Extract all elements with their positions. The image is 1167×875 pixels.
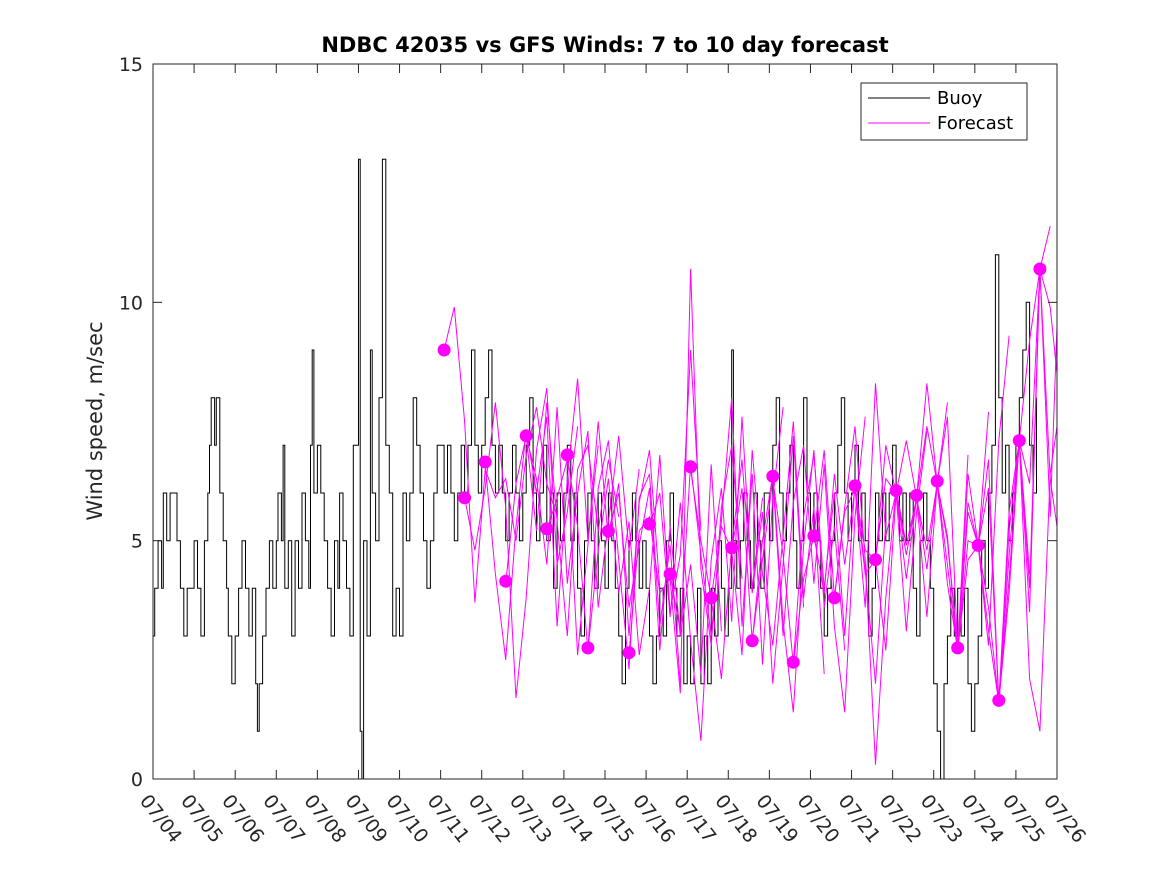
forecast-markers [437, 262, 1047, 707]
forecast-marker-22 [869, 553, 882, 567]
forecast-marker-27 [971, 538, 985, 552]
forecast-line-13 [690, 435, 805, 684]
forecast-line-20 [833, 402, 948, 617]
forecast-line-2 [464, 388, 579, 699]
forecast-series [443, 225, 1058, 765]
legend: Buoy Forecast [860, 82, 1028, 141]
forecast-line-26 [957, 268, 1058, 703]
forecast-marker-3 [478, 455, 492, 469]
forecast-marker-24 [910, 488, 924, 502]
forecast-marker-13 [684, 460, 698, 474]
forecast-marker-2 [458, 491, 472, 505]
y-tick-label: 0 [131, 769, 143, 791]
forecast-marker-30 [1033, 262, 1047, 276]
forecast-marker-14 [704, 591, 718, 605]
forecast-marker-10 [622, 646, 636, 660]
legend-box [860, 82, 1028, 141]
forecast-marker-9 [601, 524, 615, 538]
plot-area [153, 64, 1057, 779]
y-tick-label: 5 [131, 531, 143, 553]
forecast-line-5 [525, 407, 640, 608]
forecast-marker-28 [992, 693, 1006, 707]
forecast-marker-7 [560, 448, 574, 462]
y-axis-label: Wind speed, m/sec [83, 321, 107, 520]
forecast-marker-12 [663, 567, 677, 581]
forecast-marker-19 [807, 529, 821, 543]
forecast-marker-8 [581, 641, 595, 655]
forecast-line-4 [505, 402, 620, 637]
forecast-marker-29 [1012, 434, 1026, 448]
forecast-line-11 [649, 416, 763, 741]
forecast-line-15 [731, 450, 846, 713]
forecast-marker-11 [643, 517, 656, 531]
forecast-line-23 [895, 335, 1010, 651]
forecast-line-19 [813, 383, 928, 632]
forecast-marker-23 [889, 484, 903, 498]
forecast-line-1 [443, 306, 558, 603]
legend-buoy-label: Buoy [937, 88, 983, 109]
forecast-marker-17 [766, 469, 780, 483]
forecast-line-25 [936, 225, 1051, 703]
forecast-marker-16 [745, 634, 759, 648]
forecast-marker-5 [519, 429, 533, 443]
forecast-marker-25 [930, 474, 944, 488]
legend-forecast-label: Forecast [937, 113, 1013, 134]
chart-title: NDBC 42035 vs GFS Winds: 7 to 10 day for… [321, 33, 888, 57]
forecast-line-16 [751, 416, 866, 713]
forecast-marker-18 [786, 655, 800, 669]
forecast-line-28 [998, 268, 1058, 703]
y-tick-label: 10 [119, 292, 143, 314]
forecast-marker-20 [827, 591, 841, 605]
forecast-line-12 [669, 397, 784, 665]
forecast-marker-1 [437, 343, 451, 357]
forecast-marker-21 [848, 479, 862, 493]
forecast-line-9 [607, 464, 722, 675]
forecast-line-3 [484, 378, 599, 660]
forecast-line-7 [566, 440, 681, 684]
forecast-marker-15 [725, 541, 739, 555]
forecast-marker-6 [540, 522, 554, 536]
y-tick-label: 15 [119, 54, 143, 76]
forecast-marker-26 [951, 641, 965, 655]
axes-box [152, 63, 1058, 780]
forecast-line-18 [792, 426, 907, 765]
forecast-marker-4 [499, 574, 513, 588]
